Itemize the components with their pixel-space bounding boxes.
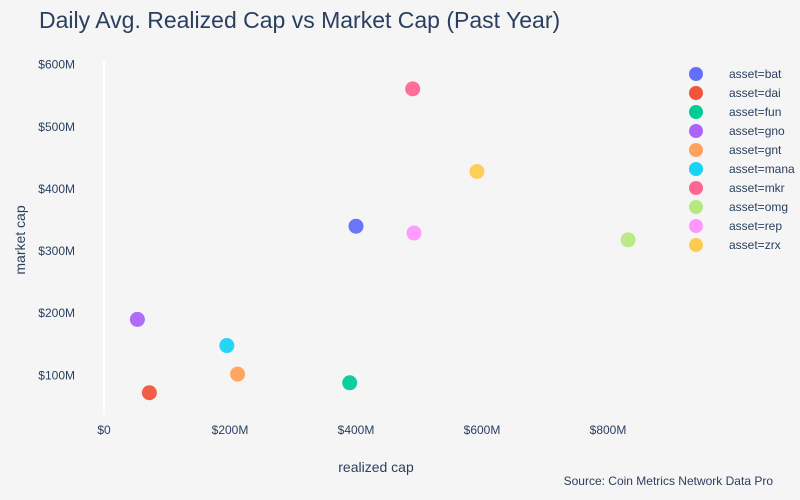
y-tick-label: $400M bbox=[38, 182, 75, 196]
source-note: Source: Coin Metrics Network Data Pro bbox=[563, 474, 773, 488]
legend-label: asset=gnt bbox=[729, 143, 782, 157]
chart-title: Daily Avg. Realized Cap vs Market Cap (P… bbox=[39, 7, 561, 33]
legend-marker bbox=[689, 162, 703, 176]
data-point-gno[interactable] bbox=[129, 311, 145, 327]
data-point-mkr[interactable] bbox=[405, 81, 421, 97]
legend-marker bbox=[689, 219, 703, 233]
legend-item-mkr[interactable]: asset=mkr bbox=[689, 181, 785, 195]
x-tick-label: $0 bbox=[97, 423, 111, 437]
legend-marker bbox=[689, 200, 703, 214]
y-tick-label: $200M bbox=[38, 306, 75, 320]
x-tick-label: $400M bbox=[338, 423, 375, 437]
y-axis-ticks: $100M $200M $300M $400M $500M $600M bbox=[38, 58, 75, 383]
legend-label: asset=dai bbox=[729, 86, 781, 100]
legend-label: asset=bat bbox=[729, 67, 782, 81]
legend-item-zrx[interactable]: asset=zrx bbox=[689, 238, 781, 252]
x-axis-ticks: $0 $200M $400M $600M $800M bbox=[97, 423, 626, 437]
data-point-omg[interactable] bbox=[620, 232, 636, 248]
data-point-zrx[interactable] bbox=[469, 163, 485, 179]
y-axis-title: market cap bbox=[12, 205, 28, 274]
legend-label: asset=mana bbox=[729, 162, 795, 176]
legend-marker bbox=[689, 67, 703, 81]
data-point-bat[interactable] bbox=[348, 218, 364, 234]
x-tick-label: $600M bbox=[464, 423, 501, 437]
data-point-dai[interactable] bbox=[141, 385, 157, 401]
y-tick-label: $500M bbox=[38, 120, 75, 134]
legend-item-fun[interactable]: asset=fun bbox=[689, 105, 781, 119]
x-tick-label: $200M bbox=[212, 423, 249, 437]
legend-marker bbox=[689, 124, 703, 138]
legend-item-dai[interactable]: asset=dai bbox=[689, 86, 781, 100]
y-tick-label: $600M bbox=[38, 58, 75, 72]
legend-marker bbox=[689, 105, 703, 119]
legend-item-mana[interactable]: asset=mana bbox=[689, 162, 795, 176]
legend-label: asset=rep bbox=[729, 219, 782, 233]
legend-item-gnt[interactable]: asset=gnt bbox=[689, 143, 782, 157]
legend[interactable]: asset=bat asset=dai asset=fun asset=gno asse… bbox=[689, 67, 795, 252]
legend-label: asset=zrx bbox=[729, 238, 781, 252]
legend-item-rep[interactable]: asset=rep bbox=[689, 219, 782, 233]
y-tick-label: $300M bbox=[38, 244, 75, 258]
legend-item-omg[interactable]: asset=omg bbox=[689, 200, 788, 214]
x-tick-label: $800M bbox=[590, 423, 627, 437]
legend-item-bat[interactable]: asset=bat bbox=[689, 67, 782, 81]
data-point-fun[interactable] bbox=[342, 375, 358, 391]
data-point-gnt[interactable] bbox=[230, 366, 246, 382]
y-tick-label: $100M bbox=[38, 368, 75, 382]
legend-marker bbox=[689, 143, 703, 157]
data-point-mana[interactable] bbox=[219, 338, 235, 354]
legend-label: asset=mkr bbox=[729, 181, 785, 195]
legend-item-gno[interactable]: asset=gno bbox=[689, 124, 785, 138]
data-point-rep[interactable] bbox=[406, 225, 422, 241]
legend-label: asset=gno bbox=[729, 124, 785, 138]
legend-marker bbox=[689, 181, 703, 195]
data-points bbox=[129, 81, 636, 401]
x-axis-title: realized cap bbox=[338, 459, 414, 475]
legend-label: asset=omg bbox=[729, 200, 788, 214]
legend-marker bbox=[689, 86, 703, 100]
legend-label: asset=fun bbox=[729, 105, 781, 119]
legend-marker bbox=[689, 238, 703, 252]
